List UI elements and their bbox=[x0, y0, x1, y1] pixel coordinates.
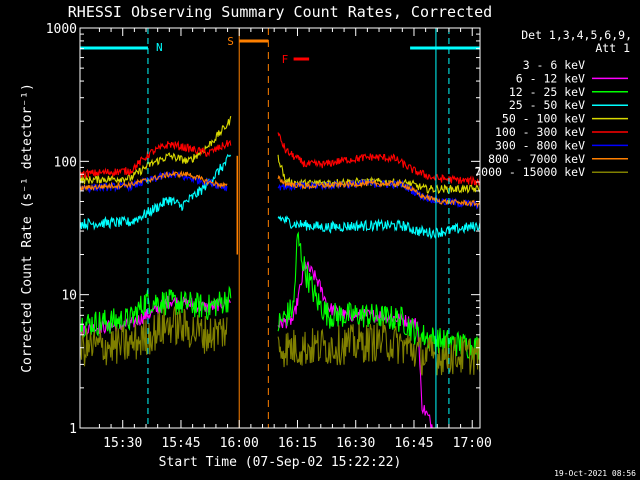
timestamp: 19-Oct-2021 08:56 bbox=[554, 469, 636, 478]
legend-label-2: 12 - 25 keV bbox=[509, 85, 585, 99]
y-tick-label-2: 100 bbox=[54, 155, 77, 170]
plot-curves bbox=[80, 116, 480, 428]
legend-label-4: 50 - 100 keV bbox=[502, 112, 585, 126]
x-tick-label-3: 16:15 bbox=[278, 436, 317, 451]
legend-label-3: 25 - 50 keV bbox=[509, 98, 585, 112]
x-tick-label-5: 16:45 bbox=[394, 436, 433, 451]
x-tick-label-6: 17:00 bbox=[453, 436, 492, 451]
saa-label: S bbox=[227, 35, 234, 48]
legend-label-8: 7000 - 15000 keV bbox=[474, 165, 585, 179]
x-tick-label-4: 16:30 bbox=[336, 436, 375, 451]
legend-label-7: 800 - 7000 keV bbox=[488, 152, 585, 166]
x-axis-label: Start Time (07-Sep-02 15:22:22) bbox=[159, 455, 402, 470]
x-tick-label-2: 16:00 bbox=[220, 436, 259, 451]
y-tick-label-3: 1000 bbox=[46, 22, 77, 37]
y-tick-label-0: 1 bbox=[69, 422, 77, 437]
series-line-0 bbox=[133, 363, 433, 428]
series-line-3 bbox=[80, 153, 480, 240]
axis-ticks: 15:30 15:45 16:00 16:15 16:30 16:45 17:00 1 10 10… bbox=[46, 22, 492, 451]
plot-frame bbox=[79, 27, 481, 429]
attenuator-label: Att 1 bbox=[595, 41, 630, 55]
flare-label: F bbox=[282, 53, 289, 66]
detectors-label: Det 1,3,4,5,6,9, bbox=[521, 28, 632, 42]
legend-label-5: 100 - 300 keV bbox=[495, 125, 585, 139]
series-line-8 bbox=[80, 305, 480, 376]
legend-label-0: 3 - 6 keV bbox=[523, 58, 585, 72]
legend-label-6: 300 - 800 keV bbox=[495, 138, 585, 152]
legend-label-1: 6 - 12 keV bbox=[516, 71, 585, 85]
y-tick-label-1: 10 bbox=[61, 289, 77, 304]
annotations: N S F bbox=[80, 28, 480, 428]
y-axis-label: Corrected Count Rate (s⁻¹ detector⁻¹) bbox=[20, 83, 35, 373]
night-label: N bbox=[156, 41, 163, 54]
x-tick-label-0: 15:30 bbox=[103, 436, 142, 451]
x-tick-label-1: 15:45 bbox=[161, 436, 200, 451]
series-line-7 bbox=[80, 170, 480, 208]
chart-title: RHESSI Observing Summary Count Rates, Co… bbox=[68, 3, 492, 21]
series-line-5 bbox=[80, 132, 480, 187]
